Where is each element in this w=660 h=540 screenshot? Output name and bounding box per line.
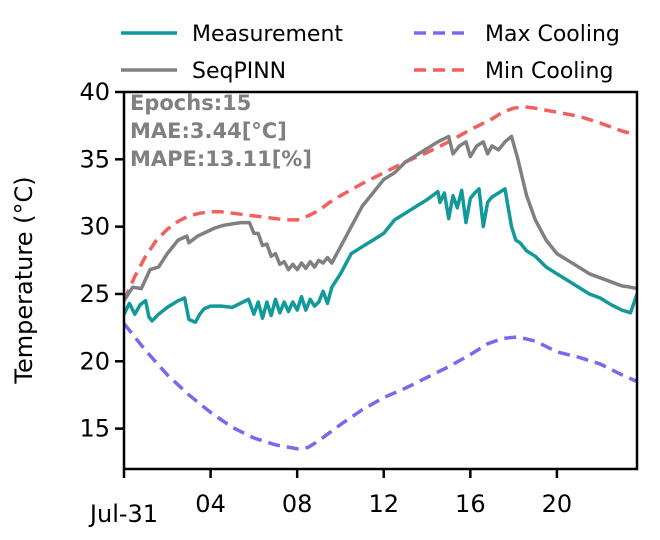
annotation-line: Epochs:15 <box>130 91 251 115</box>
legend-item-measurement: Measurement <box>121 22 343 47</box>
legend-label: SeqPINN <box>192 59 286 84</box>
plot-frame <box>122 90 639 471</box>
legend-label: Min Cooling <box>485 59 613 84</box>
legend-item-seqpinn: SeqPINN <box>121 59 286 84</box>
x-tick-label: Jul-31 <box>88 500 158 528</box>
legend-item-min-cooling: Min Cooling <box>414 59 613 84</box>
x-tick-label: 08 <box>282 490 313 518</box>
y-tick-label: 15 <box>79 415 110 443</box>
series-line-max-cooling <box>124 322 637 451</box>
annotation-line: MAE:3.44[°C] <box>130 119 287 143</box>
y-tick-label: 40 <box>79 78 110 106</box>
y-tick-label: 25 <box>79 280 110 308</box>
series-layer <box>124 105 637 451</box>
x-axis: Jul-31 04 08 12 16 20 <box>88 469 572 528</box>
x-tick-label: 16 <box>455 490 486 518</box>
annotation-line: MAPE:13.11[%] <box>130 147 312 171</box>
legend-item-max-cooling: Max Cooling <box>414 22 620 47</box>
y-tick-label: 30 <box>79 213 110 241</box>
series-line-measurement <box>124 187 637 324</box>
legend-label: Measurement <box>192 22 343 47</box>
x-tick-label: 20 <box>542 490 573 518</box>
y-axis-label: Temperature (°C) <box>10 176 38 384</box>
x-tick-label: 04 <box>195 490 226 518</box>
metrics-annotation: Epochs:15 MAE:3.44[°C] MAPE:13.11[%] <box>130 91 312 171</box>
y-axis: 15 20 25 30 35 40 <box>79 78 124 443</box>
y-tick-label: 20 <box>79 347 110 375</box>
y-tick-label: 35 <box>79 145 110 173</box>
legend-label: Max Cooling <box>485 22 620 47</box>
series-line-seqpinn <box>124 134 637 302</box>
legend: Measurement SeqPINN Max Cooling Min Cooling <box>121 22 620 84</box>
x-tick-label: 12 <box>368 490 399 518</box>
